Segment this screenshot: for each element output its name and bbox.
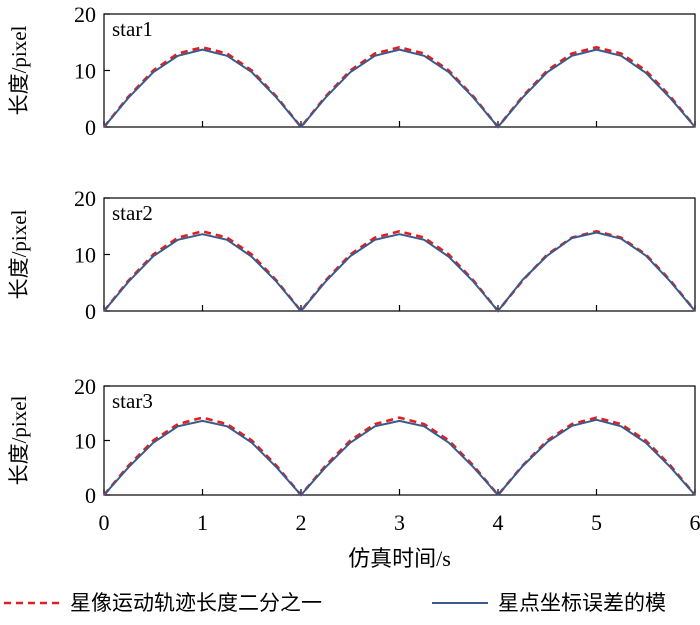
x-tick-label: 2	[296, 510, 307, 535]
y-axis-label: 长度/pixel	[7, 25, 31, 115]
y-tick-label: 20	[74, 374, 96, 399]
x-tick-label: 0	[99, 510, 110, 535]
series-line-dashed	[103, 416, 696, 497]
legend-label: 星点坐标误差的模	[498, 591, 666, 615]
series-line-dashed	[102, 230, 697, 313]
plot-frame	[103, 385, 696, 496]
y-tick-label: 10	[74, 59, 96, 84]
y-tick-label: 0	[85, 483, 96, 508]
panel-label: star1	[112, 17, 153, 41]
plot-frame	[103, 197, 696, 312]
series-line-solid	[103, 418, 696, 496]
y-tick-label: 10	[74, 429, 96, 454]
plot-frame	[103, 13, 696, 128]
x-tick-label: 5	[591, 510, 602, 535]
y-tick-label: 20	[74, 186, 96, 211]
y-axis-label: 长度/pixel	[7, 209, 31, 299]
y-tick-label: 0	[85, 299, 96, 324]
series-line-dashed	[102, 45, 697, 129]
panel-star1: 0 10 20 长度/pixel star1	[7, 2, 697, 140]
y-tick-label: 20	[74, 2, 96, 27]
x-tick-label: 4	[493, 510, 504, 535]
y-tick-label: 0	[85, 115, 96, 140]
panel-star3: 0 10 20 0 1 2 3 4 5 6 长度/pixel star3	[7, 374, 700, 535]
legend-label: 星像运动轨迹长度二分之一	[70, 591, 322, 615]
legend: 星像运动轨迹长度二分之一 星点坐标误差的模	[4, 591, 666, 615]
x-axis-title: 仿真时间/s	[348, 546, 451, 571]
y-tick-label: 10	[74, 243, 96, 268]
series-line-solid	[103, 231, 696, 312]
x-tick-label: 3	[394, 510, 405, 535]
series-line-solid	[103, 48, 696, 128]
x-tick-label: 6	[690, 510, 700, 535]
x-tick-label: 1	[197, 510, 208, 535]
panel-label: star3	[112, 389, 153, 413]
panel-star2: 0 10 20 长度/pixel star2	[7, 186, 697, 324]
y-axis-label: 长度/pixel	[7, 395, 31, 485]
panel-label: star2	[112, 201, 153, 225]
